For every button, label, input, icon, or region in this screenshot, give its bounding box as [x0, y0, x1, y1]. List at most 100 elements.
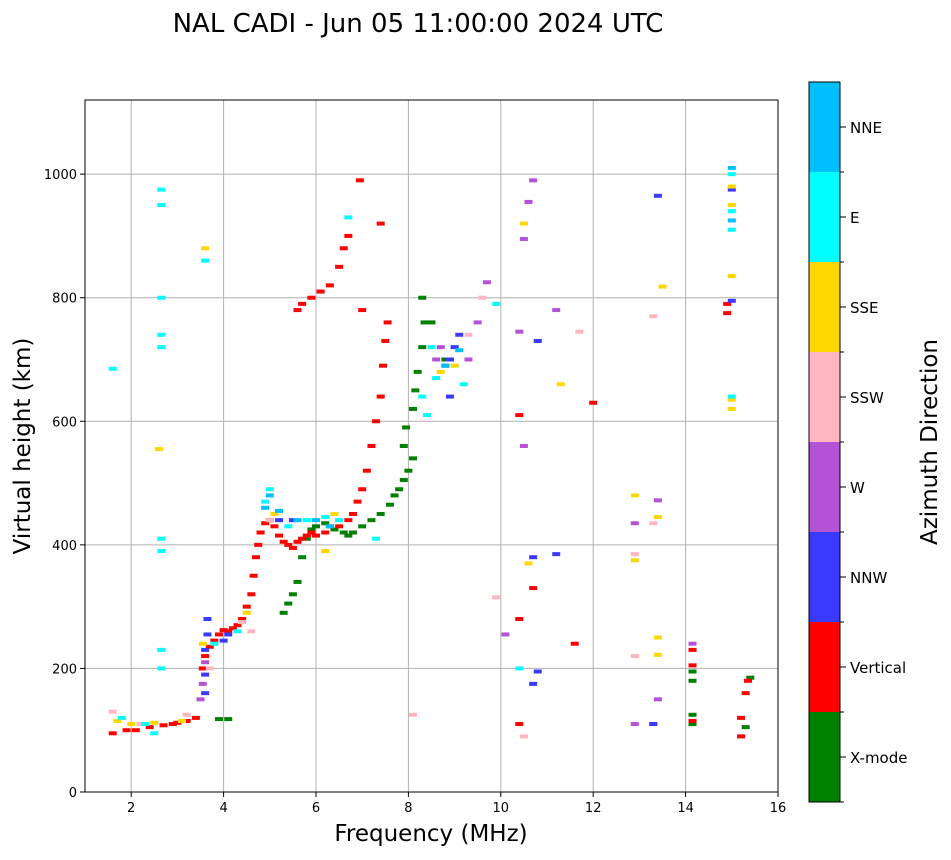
- data-point-ssw: [409, 712, 418, 717]
- data-point-sse: [556, 382, 565, 387]
- data-point-w: [464, 357, 473, 362]
- data-point-x-mode: [402, 425, 411, 430]
- data-point-ssw: [649, 521, 658, 526]
- data-point-x-mode: [298, 555, 307, 560]
- data-point-e: [157, 187, 166, 192]
- data-point-vertical: [723, 311, 732, 316]
- data-point-vertical: [335, 264, 344, 269]
- data-point-vertical: [284, 542, 293, 547]
- data-point-vertical: [358, 308, 367, 313]
- data-point-sse: [653, 635, 662, 640]
- data-point-e: [372, 536, 381, 541]
- colorbar-label-w: W: [850, 479, 865, 497]
- data-point-sse: [242, 610, 251, 615]
- data-point-sse: [178, 718, 187, 723]
- data-point-w: [515, 329, 524, 334]
- data-point-vertical: [515, 413, 524, 418]
- data-point-x-mode: [404, 468, 413, 473]
- data-point-ssw: [630, 654, 639, 659]
- data-point-e: [727, 209, 736, 214]
- data-point-vertical: [198, 666, 207, 671]
- data-point-e: [727, 227, 736, 232]
- data-point-ssw: [265, 518, 274, 523]
- data-point-vertical: [224, 629, 233, 634]
- colorbar-label-nnw: NNW: [850, 569, 887, 587]
- data-point-x-mode: [390, 493, 399, 498]
- data-point-e: [233, 629, 242, 634]
- data-point-nnw: [727, 187, 736, 192]
- x-tick-label: 2: [127, 801, 135, 816]
- chart-title: NAL CADI - Jun 05 11:00:00 2024 UTC: [173, 9, 664, 39]
- data-point-vertical: [173, 720, 182, 725]
- data-point-ssw: [108, 709, 117, 714]
- data-point-x-mode: [441, 357, 450, 362]
- data-point-sse: [658, 284, 667, 289]
- data-point-vertical: [261, 521, 270, 526]
- data-point-w: [201, 660, 210, 665]
- y-tick-label: 1000: [44, 168, 77, 183]
- data-point-vertical: [515, 722, 524, 727]
- data-point-vertical: [723, 301, 732, 306]
- data-point-nnw: [201, 672, 210, 677]
- data-point-w: [529, 178, 538, 183]
- data-point-vertical: [288, 545, 297, 550]
- y-axis-label: Virtual height (km): [10, 338, 36, 555]
- data-point-nnw: [275, 518, 284, 523]
- data-point-sse: [653, 515, 662, 520]
- x-tick-label: 14: [677, 801, 694, 816]
- data-point-vertical: [316, 289, 325, 294]
- data-point-x-mode: [688, 678, 697, 683]
- data-point-e: [201, 258, 210, 263]
- data-point-ssw: [492, 595, 501, 600]
- data-point-nnw: [529, 555, 538, 560]
- data-point-e: [418, 394, 427, 399]
- data-point-x-mode: [688, 722, 697, 727]
- data-point-ssw: [478, 295, 487, 300]
- data-point-x-mode: [420, 320, 429, 325]
- data-point-vertical: [353, 499, 362, 504]
- data-point-w: [519, 237, 528, 242]
- data-point-x-mode: [688, 712, 697, 717]
- data-point-vertical: [275, 533, 284, 538]
- colorbar-label-nne: NNE: [850, 119, 882, 137]
- y-tick-label: 800: [52, 292, 77, 307]
- data-point-x-mode: [427, 320, 436, 325]
- data-point-ssw: [182, 712, 191, 717]
- data-points: [108, 165, 755, 739]
- data-point-x-mode: [330, 527, 339, 532]
- x-axis-label: Frequency (MHz): [334, 821, 527, 847]
- data-point-e: [492, 301, 501, 306]
- data-point-vertical: [168, 722, 177, 727]
- data-point-vertical: [344, 233, 353, 238]
- y-tick-label: 400: [52, 539, 77, 554]
- x-tick-label: 16: [770, 801, 787, 816]
- data-point-vertical: [298, 301, 307, 306]
- data-point-w: [482, 280, 491, 285]
- data-point-nnw: [203, 617, 212, 621]
- data-point-vertical: [293, 308, 302, 313]
- colorbar-label: Azimuth Direction: [917, 339, 943, 545]
- colorbar-segment: [809, 532, 840, 622]
- data-point-sse: [630, 558, 639, 563]
- data-point-vertical: [210, 638, 219, 643]
- colorbar-segment: [809, 622, 840, 712]
- data-point-w: [432, 357, 441, 362]
- data-point-nnw: [649, 722, 658, 727]
- data-point-vertical: [688, 718, 697, 723]
- data-point-vertical: [279, 539, 288, 544]
- data-point-nnw: [445, 357, 454, 362]
- data-point-vertical: [293, 539, 302, 544]
- y-tick-label: 0: [69, 786, 77, 801]
- colorbar-segment: [809, 262, 840, 352]
- data-point-ssw: [464, 332, 473, 337]
- data-point-vertical: [270, 524, 279, 529]
- data-point-w: [436, 345, 445, 350]
- data-point-e: [150, 731, 159, 736]
- data-point-nne: [312, 518, 320, 523]
- data-point-x-mode: [741, 725, 750, 730]
- data-point-vertical: [214, 632, 223, 637]
- data-point-e: [157, 549, 166, 554]
- data-point-e: [427, 345, 436, 350]
- data-point-vertical: [302, 533, 311, 538]
